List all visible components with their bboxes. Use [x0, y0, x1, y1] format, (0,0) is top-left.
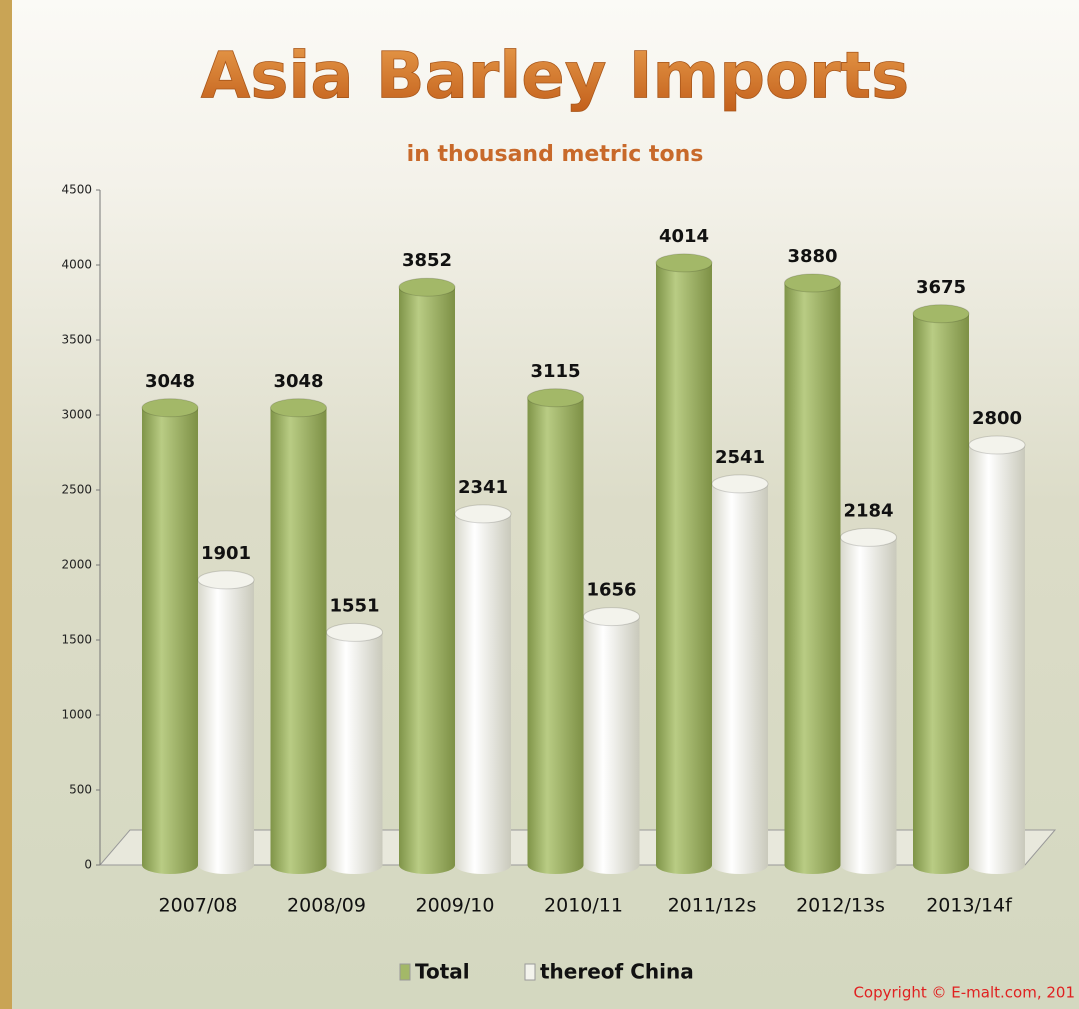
bar: [270, 398, 327, 874]
value-label: 2800: [972, 408, 1022, 429]
value-label: 2341: [458, 477, 508, 498]
cylinder-body: [656, 262, 712, 865]
cylinder-body: [784, 283, 841, 865]
cylinder-base: [527, 856, 584, 874]
y-tick-label: 500: [69, 783, 92, 797]
x-tick-label: 2009/10: [416, 895, 495, 917]
chart-subtitle: in thousand metric tons: [407, 142, 704, 167]
bar: [912, 304, 970, 874]
cylinder-top: [141, 398, 199, 418]
value-label: 3675: [916, 277, 966, 298]
cylinder-top: [784, 273, 841, 293]
cylinder-body: [913, 313, 969, 865]
x-tick-label: 2012/13s: [796, 895, 885, 917]
cylinder-body: [583, 616, 640, 865]
cylinder-body: [527, 397, 584, 865]
cylinder-top: [527, 388, 584, 408]
bar: [398, 277, 456, 874]
value-label: 3115: [530, 361, 580, 382]
bar: [527, 388, 584, 874]
cylinder-body: [455, 513, 511, 865]
value-label: 3880: [787, 246, 837, 267]
cylinder-body: [712, 483, 768, 865]
x-tick-label: 2013/14f: [926, 895, 1013, 917]
value-label: 1901: [201, 543, 251, 564]
cylinder-top: [912, 304, 970, 324]
y-tick-label: 1500: [61, 633, 92, 647]
bar: [326, 622, 383, 874]
y-tick-label: 0: [84, 858, 92, 872]
bar: [968, 435, 1026, 874]
y-tick-label: 4000: [61, 258, 92, 272]
cylinder-base: [270, 856, 327, 874]
cylinder-top: [840, 527, 897, 547]
cylinder-base: [142, 856, 198, 874]
cylinder-base: [583, 856, 640, 874]
cylinder-base: [656, 856, 712, 874]
cylinder-top: [583, 607, 640, 627]
cylinder-base: [399, 856, 455, 874]
cylinder-top: [398, 277, 456, 297]
bar: [655, 253, 713, 874]
bar: [784, 273, 841, 874]
cylinder-top: [270, 398, 327, 418]
cylinder-body: [270, 407, 327, 865]
cylinder-base: [840, 856, 897, 874]
cylinder-base: [784, 856, 841, 874]
x-tick-label: 2007/08: [159, 895, 238, 917]
legend-swatch: [399, 963, 411, 981]
cylinder-body: [969, 445, 1025, 865]
bar: [711, 474, 769, 874]
copyright: Copyright © E-malt.com, 201: [853, 984, 1075, 1002]
cylinder-base: [455, 856, 511, 874]
value-label: 1551: [329, 595, 379, 616]
cylinder-top: [197, 570, 255, 590]
bar: [197, 570, 255, 874]
cylinder-base: [198, 856, 254, 874]
value-label: 1656: [586, 580, 636, 601]
value-label: 2541: [715, 447, 765, 468]
cylinder-body: [840, 537, 897, 865]
left-edge: [0, 0, 12, 1009]
bar: [454, 504, 512, 874]
cylinder-top: [326, 622, 383, 642]
value-label: 3048: [145, 371, 195, 392]
y-tick-label: 2500: [61, 483, 92, 497]
y-tick-label: 3000: [61, 408, 92, 422]
bar: [840, 527, 897, 874]
legend-label: Total: [415, 960, 470, 984]
value-label: 3852: [402, 250, 452, 271]
x-tick-label: 2011/12s: [668, 895, 757, 917]
y-tick-label: 4500: [61, 183, 92, 197]
cylinder-top: [655, 253, 713, 273]
legend-swatch: [524, 963, 536, 981]
value-label: 3048: [273, 371, 323, 392]
cylinder-top: [968, 435, 1026, 455]
cylinder-base: [969, 856, 1025, 874]
cylinder-body: [326, 632, 383, 865]
y-tick-label: 2000: [61, 558, 92, 572]
cylinder-base: [326, 856, 383, 874]
cylinder-top: [711, 474, 769, 494]
cylinder-base: [712, 856, 768, 874]
y-tick-label: 1000: [61, 708, 92, 722]
value-label: 4014: [659, 226, 709, 247]
bar: [583, 607, 640, 874]
cylinder-top: [454, 504, 512, 524]
legend-label: thereof China: [540, 960, 694, 984]
x-tick-label: 2008/09: [287, 895, 366, 917]
chart-title: Asia Barley Imports: [201, 40, 909, 114]
cylinder-body: [399, 287, 455, 865]
x-tick-label: 2010/11: [544, 895, 623, 917]
y-tick-label: 3500: [61, 333, 92, 347]
bar: [141, 398, 199, 874]
cylinder-body: [198, 579, 254, 865]
value-label: 2184: [843, 500, 893, 521]
cylinder-base: [913, 856, 969, 874]
cylinder-body: [142, 407, 198, 865]
